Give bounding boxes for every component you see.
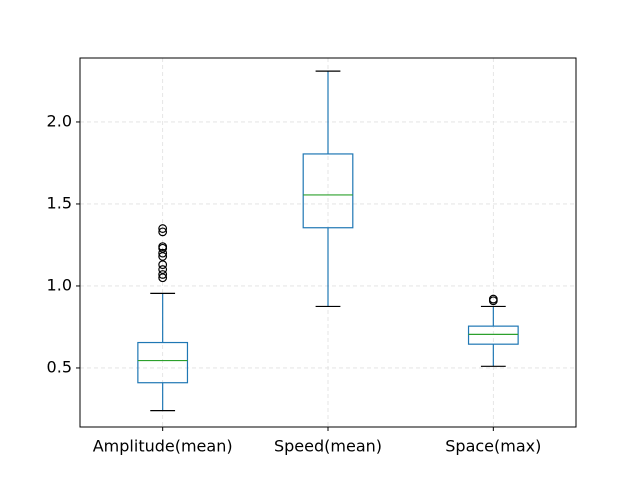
outlier-point — [158, 227, 168, 237]
y-tick-label: 2.0 — [47, 111, 72, 130]
outlier-point — [158, 248, 168, 258]
box-3 — [467, 294, 519, 367]
y-tick-label: 1.0 — [47, 275, 72, 294]
iqr-box — [302, 153, 354, 229]
outlier-point — [158, 224, 168, 233]
boxes — [137, 70, 519, 412]
x-tick-label: Speed(mean) — [274, 437, 382, 456]
y-axis: 0.5 1.0 1.5 2.0 — [47, 111, 80, 376]
outlier-point — [158, 273, 168, 283]
iqr-box — [467, 325, 519, 345]
x-tick-label: Space(max) — [445, 437, 541, 456]
outlier-point — [158, 265, 168, 274]
y-tick-label: 0.5 — [47, 357, 72, 376]
outlier-point — [158, 242, 168, 252]
outlier-point — [158, 270, 168, 279]
y-tick-label: 1.5 — [47, 193, 72, 212]
outlier-point — [158, 260, 168, 270]
iqr-box — [137, 341, 189, 384]
outlier-point — [488, 294, 498, 304]
x-tick-label: Amplitude(mean) — [93, 437, 233, 456]
x-axis: Amplitude(mean) Speed(mean) Space(max) — [93, 427, 541, 456]
box-2 — [302, 70, 354, 308]
box-1 — [137, 224, 189, 412]
